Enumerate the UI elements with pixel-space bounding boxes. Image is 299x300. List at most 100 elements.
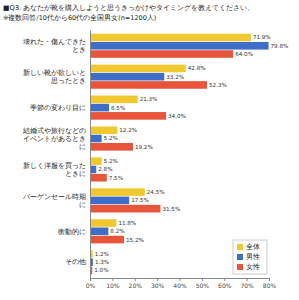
chart-svg: ■Q3. あなたが靴を購入しようと思うきっかけやタイミングを教えてください。※複…: [0, 0, 299, 300]
legend-item: 男性: [237, 253, 260, 261]
y-tick-label-line: ときに: [65, 170, 86, 178]
legend-label: 男性: [246, 253, 260, 261]
data-label: 34.0%: [168, 113, 186, 119]
bar: [90, 42, 269, 50]
legend-swatch: [237, 254, 243, 260]
x-tick-mark: [202, 278, 203, 281]
x-tick: 30%: [151, 278, 165, 289]
y-tick-label: 衝動的に: [58, 228, 86, 236]
data-label: 21.3%: [140, 96, 158, 102]
data-label: 1.2%: [95, 251, 109, 257]
x-tick-mark: [135, 278, 136, 281]
bar: [90, 197, 129, 205]
bars: [90, 34, 269, 275]
y-tick-label-line: 壊れた・傷んできた: [22, 38, 86, 46]
bar: [90, 157, 102, 165]
x-tick-label: 0%: [86, 282, 96, 289]
data-label: 79.8%: [271, 43, 289, 49]
data-label: 1.0%: [94, 267, 108, 273]
data-label: 5.2%: [104, 135, 118, 141]
x-tick-mark: [157, 278, 158, 281]
y-tick-label-line: 新しく洋服を買った: [23, 162, 86, 170]
y-tick: 衝動的に: [58, 228, 90, 236]
x-tick: 70%: [240, 278, 254, 289]
x-tick-label: 60%: [218, 282, 232, 289]
data-label: 7.5%: [109, 175, 123, 181]
x-tick-label: 20%: [129, 282, 143, 289]
bar: [90, 65, 186, 73]
subtitle: ※複数回答/10代から60代の全国男女(n=1200人): [3, 14, 156, 22]
data-label: 19.2%: [135, 144, 153, 150]
y-tick: 季節の変わり目に: [30, 104, 90, 112]
bar: [90, 143, 133, 151]
x-tick-mark: [269, 278, 270, 281]
x-tick-mark: [247, 278, 248, 281]
y-tick-label: 季節の変わり目に: [30, 104, 86, 112]
data-label: 12.2%: [119, 127, 137, 133]
data-label: 11.8%: [118, 220, 136, 226]
y-tick-label-line: イベントがあるとき: [23, 135, 86, 143]
x-tick-label: 80%: [263, 282, 277, 289]
y-tick-label-line: とき: [72, 46, 86, 54]
data-label: 15.2%: [126, 237, 144, 243]
chart-container: ■Q3. あなたが靴を購入しようと思うきっかけやタイミングを教えてください。※複…: [0, 0, 299, 300]
legend: 全体男性女性: [233, 240, 267, 274]
x-tick: 60%: [218, 278, 232, 289]
y-tick-label-line: 衝動的に: [58, 228, 86, 236]
bar: [90, 96, 138, 104]
legend-swatch: [237, 264, 243, 270]
y-tick-label: 壊れた・傷んできたとき: [22, 38, 86, 54]
data-label: 42.8%: [188, 65, 206, 71]
y-tick-label-line: 結婚式や旅行などの: [22, 127, 86, 135]
data-label: 24.5%: [147, 189, 165, 195]
y-tick: その他: [65, 258, 90, 266]
data-label: 1.3%: [95, 259, 109, 265]
bar: [90, 104, 109, 112]
x-tick-label: 50%: [196, 282, 210, 289]
y-tick-label-line: に: [79, 201, 86, 209]
x-tick-label: 30%: [151, 282, 165, 289]
y-tick: 結婚式や旅行などのイベントがあるときに: [22, 127, 90, 151]
y-axis-line: [90, 31, 91, 279]
legend-box: [233, 240, 267, 274]
y-tick-label-line: に: [79, 143, 86, 151]
x-tick: 10%: [106, 278, 120, 289]
y-axis: 壊れた・傷んできたとき新しい靴が欲しいと思ったとき季節の変わり目に結婚式や旅行な…: [22, 31, 91, 279]
y-tick-label-line: バーゲンセール時期: [22, 193, 86, 201]
y-tick: バーゲンセール時期に: [22, 193, 90, 209]
y-tick-label: バーゲンセール時期に: [22, 193, 86, 209]
data-label: 52.3%: [209, 82, 227, 88]
y-tick-label-line: 思ったとき: [50, 77, 86, 85]
bar: [90, 34, 251, 42]
bar: [90, 73, 164, 81]
x-tick-label: 10%: [106, 282, 120, 289]
y-tick-label: 新しく洋服を買ったときに: [23, 162, 86, 178]
legend-label: 全体: [246, 243, 260, 251]
bar: [90, 81, 207, 89]
bar: [90, 50, 233, 58]
bar: [90, 112, 166, 120]
x-tick: 20%: [129, 278, 143, 289]
x-tick: 40%: [173, 278, 187, 289]
data-label: 2.8%: [98, 166, 112, 172]
legend-item: 女性: [237, 263, 260, 271]
x-axis-line: [91, 279, 270, 282]
legend-label: 女性: [246, 263, 260, 271]
x-tick: 50%: [196, 278, 210, 289]
y-tick: 壊れた・傷んできたとき: [22, 38, 90, 54]
bar: [90, 174, 107, 182]
data-label: 71.9%: [253, 34, 271, 40]
bar: [90, 188, 145, 196]
bar: [90, 228, 108, 236]
y-tick: 新しい靴が欲しいと思ったとき: [23, 69, 90, 85]
legend-swatch: [237, 244, 243, 250]
bar: [90, 126, 117, 134]
data-labels: 71.9% 42.8% 21.3% 12.2%5.2% 24.5% 11.8% 1.2% 79…: [94, 34, 288, 273]
legend-item: 全体: [237, 243, 260, 251]
bar: [90, 219, 116, 227]
x-tick-mark: [180, 278, 181, 281]
x-tick-label: 40%: [173, 282, 187, 289]
x-tick-mark: [224, 278, 225, 281]
data-label: 33.2%: [166, 74, 184, 80]
x-axis: 0% 10% 20% 30% 40% 50% 60% 70% 80%: [86, 278, 277, 289]
